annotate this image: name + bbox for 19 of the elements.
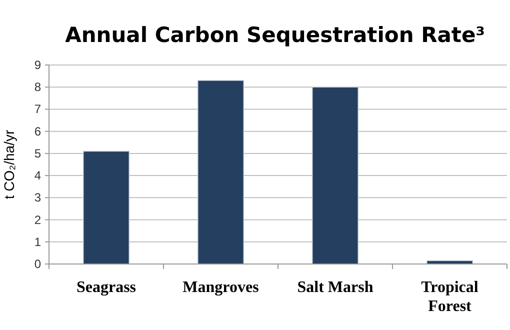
y-tick-label: 1 <box>34 234 42 249</box>
x-tick-label: Seagrass <box>76 279 136 296</box>
y-tick-label: 6 <box>34 124 42 138</box>
y-tick-label: 0 <box>34 257 42 271</box>
x-tick-label: Tropical Forest <box>421 279 479 315</box>
y-tick-label: 7 <box>34 102 42 116</box>
y-tick-label: 4 <box>34 168 42 183</box>
y-tick-label: 9 <box>34 58 42 72</box>
bar <box>197 80 244 264</box>
y-tick-label: 5 <box>34 146 42 160</box>
y-axis-title: t CO₂/ha/yr <box>1 130 17 200</box>
bar <box>82 150 130 264</box>
chart-title: Annual Carbon Sequestration Rate³ <box>65 23 485 47</box>
bar <box>312 86 359 264</box>
x-tick-label: Salt Marsh <box>297 279 374 296</box>
x-tick-label: Mangroves <box>182 279 259 296</box>
y-tick-label: 8 <box>34 80 42 94</box>
y-tick-label: 2 <box>34 212 42 227</box>
y-tick-label: 3 <box>34 190 42 205</box>
